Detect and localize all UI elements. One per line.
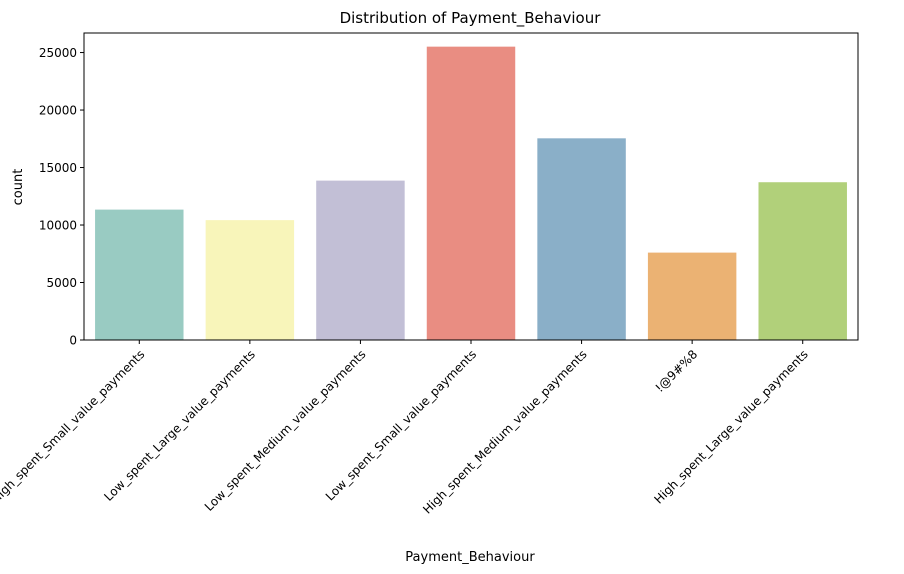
plot-frame xyxy=(83,32,859,341)
y-tick-label: 0 xyxy=(69,334,77,348)
x-axis: High_spent_Small_value_paymentsLow_spent… xyxy=(0,340,811,517)
bar xyxy=(95,209,184,340)
bar xyxy=(426,46,516,341)
chart-title: Distribution of Payment_Behaviour xyxy=(340,9,602,28)
bar xyxy=(537,138,626,340)
x-tick-label: !@9#%8 xyxy=(653,347,701,395)
bar xyxy=(316,180,405,340)
y-axis: 0 5000 10000 15000 20000 25000 xyxy=(39,46,84,348)
bar xyxy=(647,252,737,340)
y-axis-label: count xyxy=(11,169,26,206)
y-tick-label: 15000 xyxy=(39,161,77,175)
y-tick-label: 25000 xyxy=(39,46,77,60)
bars-group xyxy=(95,46,847,341)
bar xyxy=(205,220,295,340)
y-tick-label: 5000 xyxy=(46,276,77,290)
x-axis-label: Payment_Behaviour xyxy=(405,550,535,565)
y-tick-label: 20000 xyxy=(39,104,77,118)
bar xyxy=(758,182,847,340)
y-tick-label: 10000 xyxy=(39,219,77,233)
